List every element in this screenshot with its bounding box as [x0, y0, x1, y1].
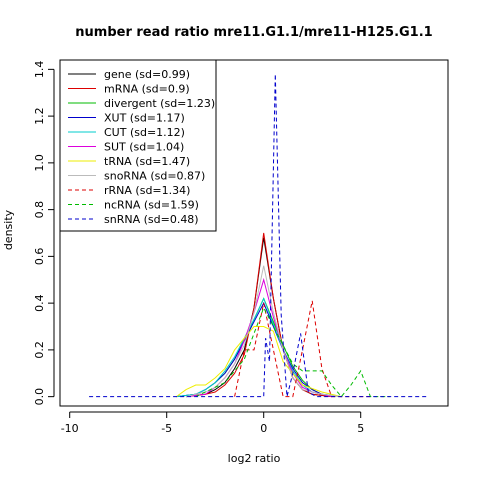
chart-title: number read ratio mre11.G1.1/mre11-H125.… [75, 25, 432, 40]
series-line [234, 300, 371, 398]
x-tick-label: -5 [161, 422, 172, 435]
x-tick-label: 5 [357, 422, 364, 435]
legend-label: divergent (sd=1.23) [104, 97, 215, 110]
y-tick-label: 1.2 [33, 107, 46, 125]
series-line [89, 73, 429, 398]
y-tick-label: 0.6 [33, 248, 46, 266]
legend-label: tRNA (sd=1.47) [104, 155, 190, 168]
x-tick-label: -10 [61, 422, 79, 435]
y-tick-label: 0.8 [33, 201, 46, 219]
legend-label: mRNA (sd=0.9) [104, 83, 190, 96]
axes: -10 -5 0 5 0.0 0.2 0.4 0.6 0.8 1.0 1.2 1.4 [33, 61, 364, 435]
plot-area [89, 73, 429, 398]
legend-label: ncRNA (sd=1.59) [104, 199, 199, 212]
y-axis-label: density [2, 209, 15, 250]
legend-label: rRNA (sd=1.34) [104, 184, 190, 197]
y-tick-label: 0.2 [33, 341, 46, 359]
legend-label: snRNA (sd=0.48) [104, 213, 199, 226]
series-line [185, 265, 342, 398]
x-axis-label: log2 ratio [228, 452, 281, 465]
series-line [176, 326, 342, 398]
y-tick-label: 1.0 [33, 154, 46, 172]
y-tick-label: 0.0 [33, 388, 46, 406]
y-tick-label: 0.4 [33, 294, 46, 312]
legend: gene (sd=0.99) mRNA (sd=0.9)divergent (sd… [59, 59, 217, 232]
legend-label: gene (sd=0.99) [104, 68, 190, 81]
legend-label: CUT (sd=1.12) [104, 126, 185, 139]
legend-label: XUT (sd=1.17) [104, 112, 185, 125]
x-tick-label: 0 [260, 422, 267, 435]
legend-label: snoRNA (sd=0.87) [104, 170, 205, 183]
y-tick-label: 1.4 [33, 61, 46, 79]
plot-frame [59, 59, 449, 407]
legend-label: SUT (sd=1.04) [104, 141, 184, 154]
